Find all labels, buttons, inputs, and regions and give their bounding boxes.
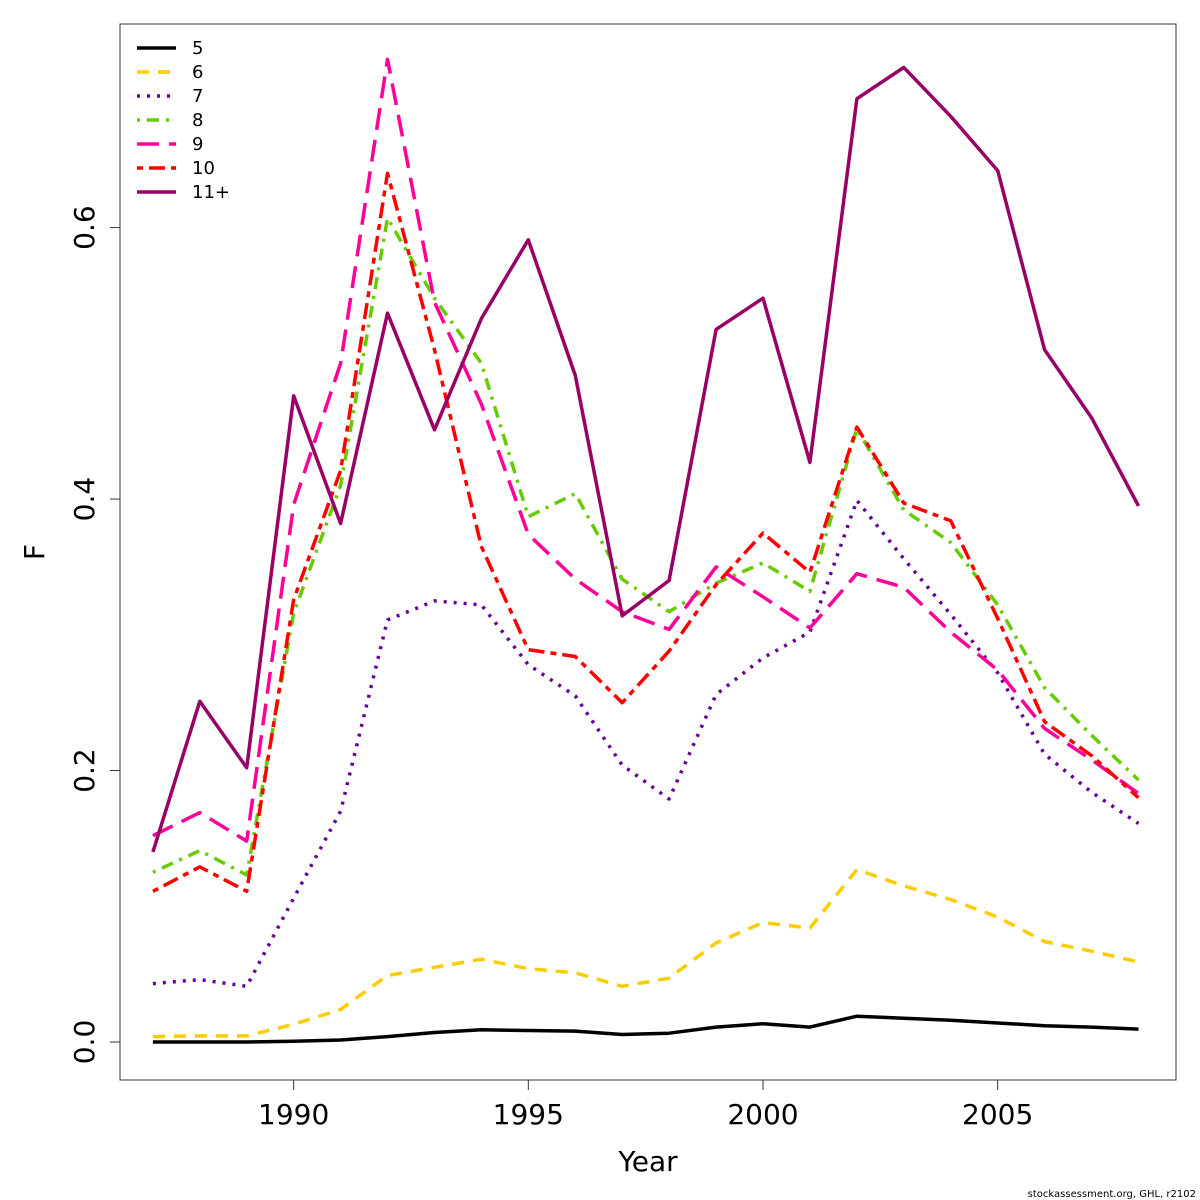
series-line (152, 171, 1140, 894)
legend-item: 10 (137, 158, 215, 179)
y-tick-label: 0.6 (68, 205, 101, 250)
series-line (152, 867, 1139, 1039)
legend-item: 7 (137, 86, 203, 107)
series-11plus (151, 65, 1141, 853)
series-line (152, 1014, 1139, 1044)
y-tick-label: 0.4 (68, 477, 101, 522)
y-axis-title: F (18, 544, 51, 560)
legend-label: 7 (192, 86, 203, 107)
series-5 (152, 1014, 1139, 1044)
x-tick-label: 2000 (727, 1098, 798, 1131)
x-tick-label: 1995 (493, 1098, 564, 1131)
series-group (151, 57, 1141, 1044)
legend-item: 6 (137, 62, 203, 83)
legend-label: 11+ (192, 182, 230, 203)
x-axis-title: Year (617, 1145, 678, 1178)
legend-item: 9 (137, 134, 203, 155)
series-6 (152, 867, 1139, 1039)
legend-label: 10 (192, 158, 215, 179)
x-tick-label: 1990 (258, 1098, 329, 1131)
series-9 (152, 57, 1140, 843)
y-tick-label: 0.2 (68, 748, 101, 793)
series-8 (152, 216, 1140, 877)
legend-label: 8 (192, 110, 203, 131)
legend-item: 8 (137, 110, 203, 131)
legend-label: 9 (192, 134, 203, 155)
plot-frame (119, 23, 1177, 1081)
series-line (152, 216, 1140, 877)
series-line (152, 57, 1140, 843)
legend-item: 11+ (137, 182, 230, 203)
series-7 (152, 498, 1140, 989)
legend-item: 5 (137, 38, 203, 59)
y-tick-label: 0.0 (68, 1020, 101, 1065)
credit-text: stockassessment.org, GHL, r2102 (1028, 1189, 1196, 1200)
legend: 5 6 7 8 9 10 11+ (137, 38, 230, 203)
series-line (152, 498, 1140, 989)
legend-label: 6 (192, 62, 203, 83)
x-tick-label: 2005 (962, 1098, 1033, 1131)
series-10 (152, 171, 1140, 894)
axes: 1990 1995 2000 2005 0.0 0.2 0.4 0.6 (68, 205, 1033, 1131)
legend-label: 5 (192, 38, 203, 59)
series-line (151, 65, 1141, 853)
